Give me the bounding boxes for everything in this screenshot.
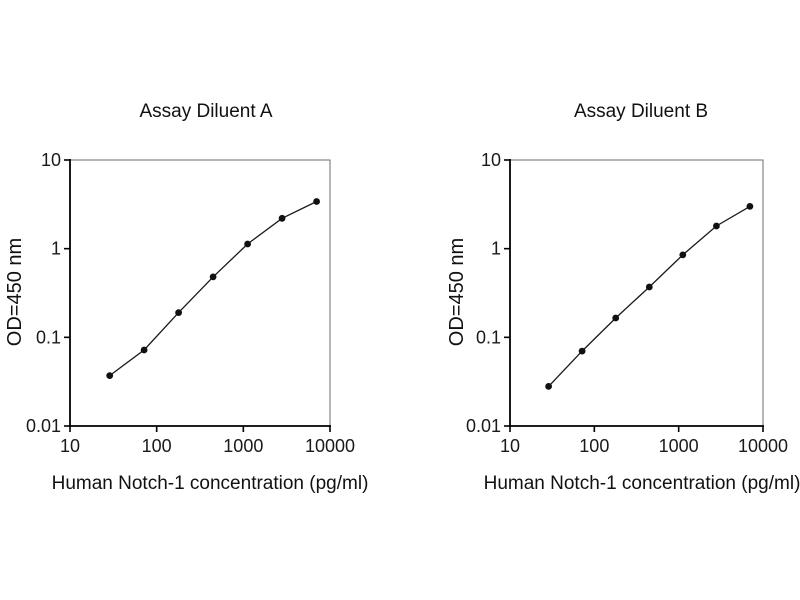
- y-tick-label: 10: [481, 150, 501, 170]
- data-point-marker: [679, 251, 687, 259]
- x-tick-label: 10: [60, 436, 80, 456]
- chart-title: Assay Diluent A: [139, 101, 273, 122]
- x-axis-label: Human Notch-1 concentration (pg/ml): [51, 473, 369, 494]
- chart-assay-diluent-b: Assay Diluent B OD=450 nm 10 100 1000 10000…: [400, 0, 800, 600]
- plot-svg: 10 100 1000 10000 10 1 0.1 0.01: [26, 150, 355, 456]
- x-tick-label: 1000: [223, 436, 263, 456]
- y-tick-label: 0.01: [26, 416, 61, 436]
- chart-assay-diluent-a: Assay Diluent A OD=450 nm 10 100 1000 10000…: [4, 101, 369, 495]
- data-point-marker: [645, 283, 653, 291]
- y-tick-label: 0.1: [36, 327, 61, 347]
- data-point-marker: [746, 203, 754, 210]
- data-point-marker: [106, 372, 114, 379]
- data-point-marker: [278, 214, 286, 222]
- x-tick-label: 100: [142, 436, 172, 456]
- standard-curve-line: [548, 205, 751, 387]
- y-tick-label: 1: [491, 239, 501, 259]
- x-tick-label: 10000: [738, 436, 788, 456]
- x-tick-label: 1000: [659, 436, 699, 456]
- data-point-marker: [545, 383, 552, 390]
- y-tick-label: 10: [41, 150, 61, 170]
- data-point-marker: [209, 273, 217, 281]
- plot-svg: 10 100 1000 10000 10 1 0.1 0.01: [466, 150, 788, 456]
- standard-curve-line: [109, 200, 317, 377]
- data-point-marker: [175, 309, 183, 316]
- data-point-marker: [313, 198, 320, 205]
- data-point-marker: [578, 347, 586, 355]
- x-tick-label: 10000: [305, 436, 355, 456]
- plot-area-border: [69, 159, 331, 427]
- y-tick-label: 0.01: [466, 416, 501, 436]
- data-point-marker: [244, 240, 252, 248]
- y-tick-label: 1: [51, 239, 61, 259]
- x-tick-label: 100: [579, 436, 609, 456]
- y-tick-label: 0.1: [476, 327, 501, 347]
- data-point-marker: [713, 222, 720, 230]
- data-point-marker: [140, 346, 148, 354]
- chart-title: Assay Diluent B: [573, 101, 709, 122]
- data-point-marker: [612, 314, 620, 322]
- x-tick-label: 10: [500, 436, 520, 456]
- x-axis-label: Human Notch-1 concentration (pg/ml): [483, 473, 800, 494]
